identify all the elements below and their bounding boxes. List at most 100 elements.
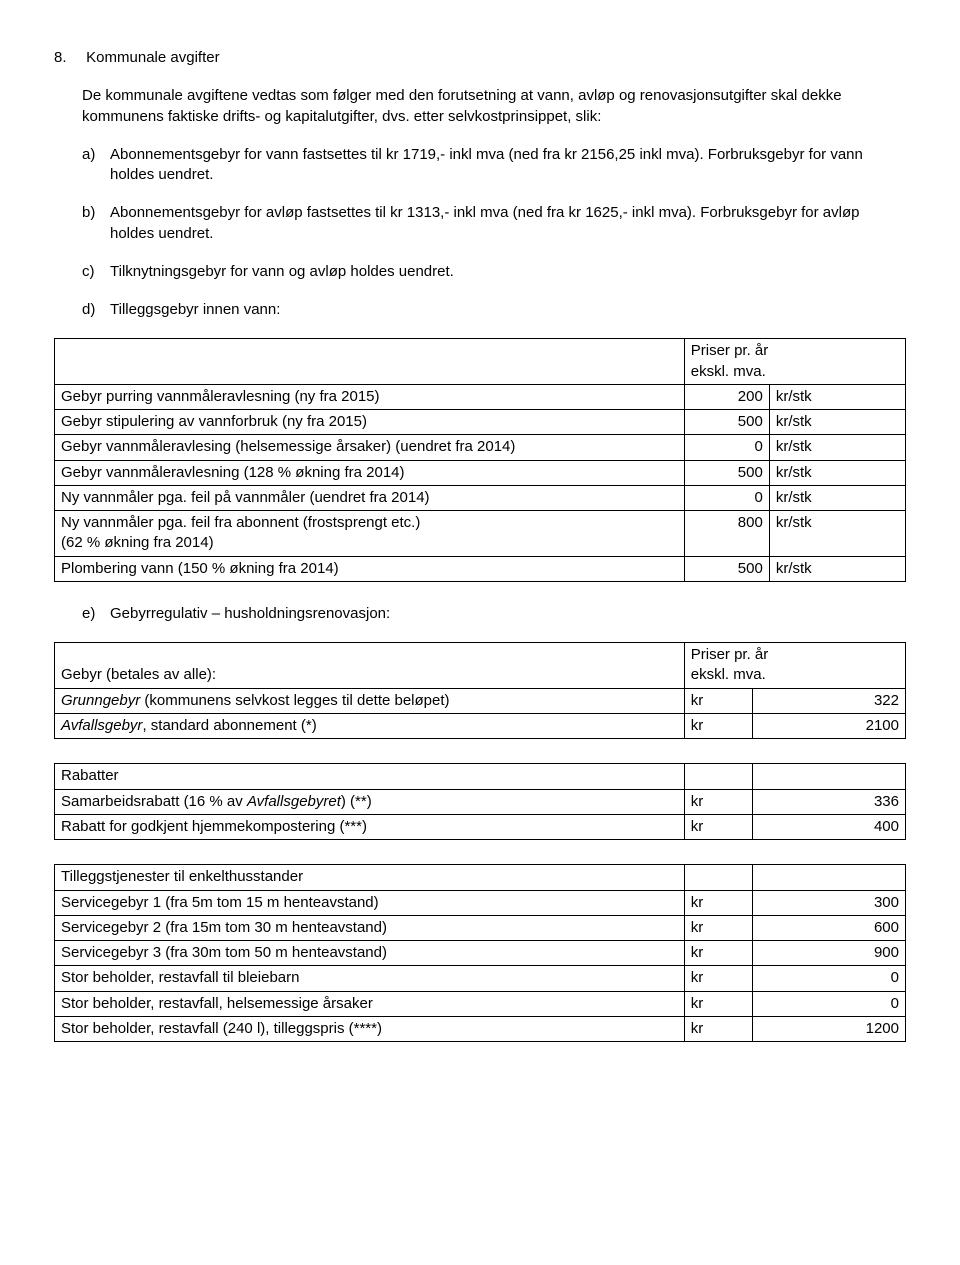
fee-value: 2100 — [752, 713, 905, 738]
fee-currency: kr — [684, 814, 752, 839]
table-row: Stor beholder, restavfall, helsemessige … — [55, 991, 906, 1016]
fee-label: Stor beholder, restavfall til bleiebarn — [55, 966, 685, 991]
spacer-cell — [752, 840, 905, 865]
fee-currency: kr — [684, 713, 752, 738]
list-body: Abonnementsgebyr for vann fastsettes til… — [110, 145, 906, 186]
fee-label: Samarbeidsrabatt (16 % av Avfallsgebyret… — [55, 789, 685, 814]
spacer-cell — [684, 840, 752, 865]
list-item-a: a) Abonnementsgebyr for vann fastsettes … — [82, 145, 906, 186]
table-husholdningsrenovasjon: Gebyr (betales av alle):Priser pr. åreks… — [54, 642, 906, 1042]
table-row: Tilleggstjenester til enkelthusstander — [55, 865, 906, 890]
fee-value: 336 — [752, 789, 905, 814]
fee-value: 500 — [684, 556, 769, 581]
spacer-cell — [55, 840, 685, 865]
fee-label: Gebyr vannmåleravlesning (128 % økning f… — [55, 460, 685, 485]
fee-label: Gebyr vannmåleravlesing (helsemessige år… — [55, 435, 685, 460]
table-row: Gebyr stipulering av vannforbruk (ny fra… — [55, 410, 906, 435]
section-number: 8. — [54, 48, 82, 68]
fee-value: 200 — [684, 384, 769, 409]
fee-currency: kr — [684, 915, 752, 940]
spacer-cell — [55, 739, 685, 764]
lettered-list: a) Abonnementsgebyr for vann fastsettes … — [82, 145, 906, 321]
fee-value — [752, 865, 905, 890]
table-row: Samarbeidsrabatt (16 % av Avfallsgebyret… — [55, 789, 906, 814]
fee-value: 500 — [684, 410, 769, 435]
fee-label: Ny vannmåler pga. feil fra abonnent (fro… — [55, 511, 685, 557]
fee-label: Avfallsgebyr, standard abonnement (*) — [55, 713, 685, 738]
spacer-cell — [684, 739, 752, 764]
fee-label: Ny vannmåler pga. feil på vannmåler (uen… — [55, 485, 685, 510]
fee-label: Plombering vann (150 % økning fra 2014) — [55, 556, 685, 581]
table-row: Stor beholder, restavfall (240 l), tille… — [55, 1016, 906, 1041]
list-marker: e) — [82, 604, 110, 624]
fee-label: Tilleggstjenester til enkelthusstander — [55, 865, 685, 890]
section-heading: 8. Kommunale avgifter — [54, 48, 906, 68]
fee-currency: kr — [684, 991, 752, 1016]
list-marker: c) — [82, 262, 110, 282]
list-item-e: e) Gebyrregulativ – husholdningsrenovasj… — [82, 604, 906, 624]
fee-value: 800 — [684, 511, 769, 557]
fee-label: Grunngebyr (kommunens selvkost legges ti… — [55, 688, 685, 713]
table-row: Gebyr purring vannmåleravlesning (ny fra… — [55, 384, 906, 409]
fee-value: 0 — [752, 966, 905, 991]
fee-unit: kr/stk — [769, 485, 905, 510]
fee-currency: kr — [684, 789, 752, 814]
section-title: Kommunale avgifter — [86, 49, 219, 66]
fee-value: 900 — [752, 941, 905, 966]
fee-unit: kr/stk — [769, 556, 905, 581]
fee-value: 500 — [684, 460, 769, 485]
table-tilleggsgebyr-vann: Priser pr. årekskl. mva.Gebyr purring va… — [54, 338, 906, 582]
list-marker: d) — [82, 300, 110, 320]
table-row: Servicegebyr 1 (fra 5m tom 15 m henteavs… — [55, 890, 906, 915]
table-row — [55, 840, 906, 865]
table-row: Gebyr vannmåleravlesning (128 % økning f… — [55, 460, 906, 485]
table-row: Gebyr vannmåleravlesing (helsemessige år… — [55, 435, 906, 460]
table-row: Avfallsgebyr, standard abonnement (*)kr2… — [55, 713, 906, 738]
table-header-left: Gebyr (betales av alle): — [55, 643, 685, 689]
list-body: Tilleggsgebyr innen vann: — [110, 300, 906, 320]
table-header-empty — [55, 339, 685, 385]
fee-value: 0 — [684, 435, 769, 460]
fee-label: Rabatt for godkjent hjemmekompostering (… — [55, 814, 685, 839]
table-row: Plombering vann (150 % økning fra 2014)5… — [55, 556, 906, 581]
fee-label: Gebyr stipulering av vannforbruk (ny fra… — [55, 410, 685, 435]
list-item-c: c) Tilknytningsgebyr for vann og avløp h… — [82, 262, 906, 282]
fee-value — [752, 764, 905, 789]
fee-currency: kr — [684, 890, 752, 915]
fee-unit: kr/stk — [769, 460, 905, 485]
table-header-price: Priser pr. årekskl. mva. — [684, 339, 905, 385]
fee-currency: kr — [684, 1016, 752, 1041]
fee-label: Stor beholder, restavfall, helsemessige … — [55, 991, 685, 1016]
table-row: Rabatt for godkjent hjemmekompostering (… — [55, 814, 906, 839]
fee-value: 0 — [684, 485, 769, 510]
fee-value: 0 — [752, 991, 905, 1016]
fee-label: Servicegebyr 2 (fra 15m tom 30 m henteav… — [55, 915, 685, 940]
list-body: Abonnementsgebyr for avløp fastsettes ti… — [110, 203, 906, 244]
spacer-cell — [752, 739, 905, 764]
table-row: Stor beholder, restavfall til bleiebarnk… — [55, 966, 906, 991]
fee-unit: kr/stk — [769, 435, 905, 460]
fee-currency: kr — [684, 941, 752, 966]
fee-currency — [684, 865, 752, 890]
table-row: Ny vannmåler pga. feil på vannmåler (uen… — [55, 485, 906, 510]
fee-label: Servicegebyr 3 (fra 30m tom 50 m henteav… — [55, 941, 685, 966]
list-body: Gebyrregulativ – husholdningsrenovasjon: — [110, 604, 390, 624]
list-item-b: b) Abonnementsgebyr for avløp fastsettes… — [82, 203, 906, 244]
section-intro: De kommunale avgiftene vedtas som følger… — [82, 86, 906, 127]
fee-label: Stor beholder, restavfall (240 l), tille… — [55, 1016, 685, 1041]
fee-currency — [684, 764, 752, 789]
fee-value: 1200 — [752, 1016, 905, 1041]
fee-value: 400 — [752, 814, 905, 839]
fee-currency: kr — [684, 688, 752, 713]
fee-unit: kr/stk — [769, 384, 905, 409]
fee-label: Rabatter — [55, 764, 685, 789]
fee-currency: kr — [684, 966, 752, 991]
fee-label: Gebyr purring vannmåleravlesning (ny fra… — [55, 384, 685, 409]
fee-unit: kr/stk — [769, 410, 905, 435]
fee-value: 600 — [752, 915, 905, 940]
table-row — [55, 739, 906, 764]
table-row: Ny vannmåler pga. feil fra abonnent (fro… — [55, 511, 906, 557]
table-row: Grunngebyr (kommunens selvkost legges ti… — [55, 688, 906, 713]
fee-value: 300 — [752, 890, 905, 915]
fee-value: 322 — [752, 688, 905, 713]
